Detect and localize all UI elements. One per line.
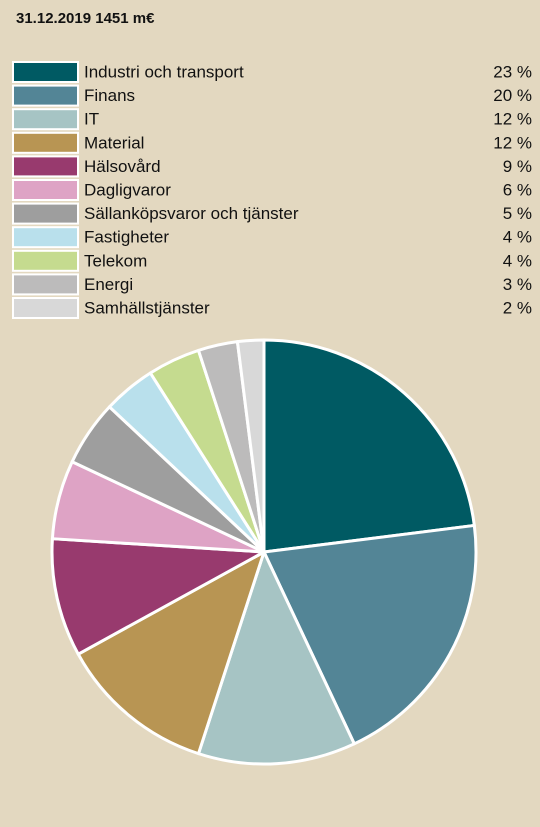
legend-swatch (12, 202, 79, 225)
legend-label: IT (84, 110, 99, 129)
legend-label: Material (84, 133, 144, 152)
legend-label: Energi (84, 275, 133, 294)
legend-value: 3 % (503, 275, 532, 294)
legend-swatch (12, 179, 79, 201)
legend-value: 6 % (503, 180, 532, 199)
legend-label: Samhällstjänster (84, 298, 210, 317)
legend-value: 4 % (503, 251, 532, 270)
legend-swatch (12, 297, 79, 319)
pie-slice (196, 550, 356, 766)
chart-title: 31.12.2019 1451 m€ (16, 10, 155, 27)
legend-swatch (12, 155, 79, 178)
legend-label: Telekom (84, 251, 147, 270)
legend-value: 9 % (503, 157, 532, 176)
legend-swatch (12, 61, 79, 83)
legend-swatch (12, 131, 79, 154)
legend-value: 23 % (493, 62, 532, 81)
legend-label: Hälsovård (84, 157, 161, 176)
legend-swatch (12, 249, 79, 272)
legend-value: 20 % (493, 86, 532, 105)
legend-value: 12 % (493, 133, 532, 152)
legend-swatch (12, 108, 79, 131)
legend-swatch (12, 226, 79, 249)
legend-label: Fastigheter (84, 228, 169, 247)
legend-label: Finans (84, 86, 135, 105)
legend-swatch (12, 84, 79, 107)
pie-slice (262, 338, 476, 554)
legend-swatch (12, 273, 79, 296)
pie-slice (76, 550, 266, 756)
legend-label: Industri och transport (84, 62, 244, 81)
legend-value: 5 % (503, 204, 532, 223)
legend-value: 12 % (493, 110, 532, 129)
pie-slice (50, 537, 266, 656)
legend-label: Sällanköpsvaror och tjänster (84, 204, 299, 223)
pie-slice (235, 338, 266, 554)
legend-value: 2 % (503, 298, 532, 317)
legend-label: Dagligvaror (84, 180, 171, 199)
pie-slice (262, 523, 478, 746)
legend-value: 4 % (503, 228, 532, 247)
